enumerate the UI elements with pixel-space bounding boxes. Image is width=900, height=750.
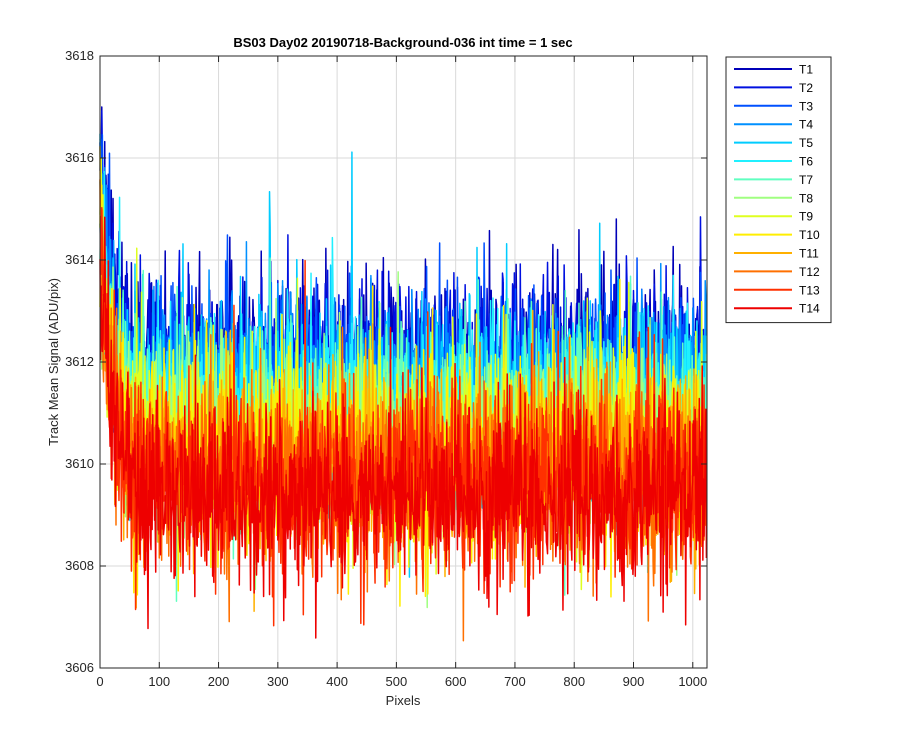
legend-label: T5 [799,136,813,150]
x-tick-label: 0 [96,674,103,689]
x-tick-label: 100 [148,674,170,689]
legend-label: T12 [799,265,820,279]
y-tick-label: 3612 [65,354,94,369]
series-line-t14 [99,216,708,639]
x-tick-label: 800 [563,674,585,689]
legend: T1 T2 T3 T4 T5 T6 T7 T8 T9 T10 T11 T12 T13 T14 [725,56,832,324]
y-axis-label: Track Mean Signal (ADU/pix) [46,278,61,446]
y-tick-label: 3614 [65,252,94,267]
x-tick-label: 300 [267,674,289,689]
legend-label: T13 [799,283,820,297]
x-tick-label: 500 [386,674,408,689]
legend-label: T11 [799,247,819,261]
legend-label: T1 [799,63,813,77]
legend-box [725,56,832,324]
y-tick-label: 3608 [65,558,94,573]
x-tick-label: 900 [623,674,645,689]
series-lines [99,106,708,642]
x-tick-label: 200 [208,674,230,689]
legend-label: T10 [799,228,820,242]
y-tick-label: 3618 [65,48,94,63]
x-tick-label: 600 [445,674,467,689]
legend-label: T4 [799,118,813,132]
legend-label: T3 [799,99,813,113]
legend-label: T2 [799,81,813,95]
y-tick-label: 3606 [65,660,94,675]
chart-title: BS03 Day02 20190718-Background-036 int t… [233,35,572,50]
legend-label: T9 [799,210,813,224]
y-tick-label: 3616 [65,150,94,165]
x-axis-label: Pixels [386,693,421,708]
legend-label: T6 [799,155,813,169]
x-tick-label: 1000 [678,674,707,689]
axis-ticks: 0 100 200 300 400 500 600 700 800 900 1000 3606 3608… [65,48,707,689]
x-tick-label: 400 [326,674,348,689]
y-tick-label: 3610 [65,456,94,471]
legend-label: T14 [799,302,820,316]
legend-label: T7 [799,173,813,187]
x-tick-label: 700 [504,674,526,689]
legend-label: T8 [799,191,813,205]
